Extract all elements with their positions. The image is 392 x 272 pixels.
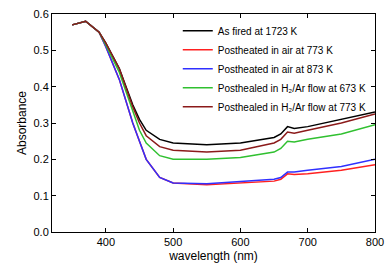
svg-text:Posthealed in H₂/Ar flow at 67: Posthealed in H₂/Ar flow at 673 K <box>218 83 366 94</box>
svg-text:500: 500 <box>164 236 182 248</box>
svg-text:wavelength (nm): wavelength (nm) <box>168 249 258 263</box>
svg-text:700: 700 <box>299 236 317 248</box>
svg-text:0.0: 0.0 <box>34 226 49 238</box>
svg-text:0.5: 0.5 <box>34 44 49 56</box>
svg-text:400: 400 <box>97 236 115 248</box>
svg-text:0.4: 0.4 <box>34 81 49 93</box>
svg-text:0.1: 0.1 <box>34 190 49 202</box>
svg-text:Posthealed in H₂/Ar flow at 77: Posthealed in H₂/Ar flow at 773 K <box>218 102 366 113</box>
svg-text:Absorbance: Absorbance <box>15 91 29 155</box>
svg-text:Postheated in air at 773 K: Postheated in air at 773 K <box>218 45 333 56</box>
svg-text:600: 600 <box>231 236 249 248</box>
svg-text:As fired at 1723 K: As fired at 1723 K <box>218 26 298 37</box>
svg-text:0.2: 0.2 <box>34 153 49 165</box>
svg-text:0.3: 0.3 <box>34 117 49 129</box>
svg-text:0.6: 0.6 <box>34 8 49 20</box>
svg-text:800: 800 <box>366 236 384 248</box>
svg-text:Postheated in air at 873 K: Postheated in air at 873 K <box>218 64 333 75</box>
